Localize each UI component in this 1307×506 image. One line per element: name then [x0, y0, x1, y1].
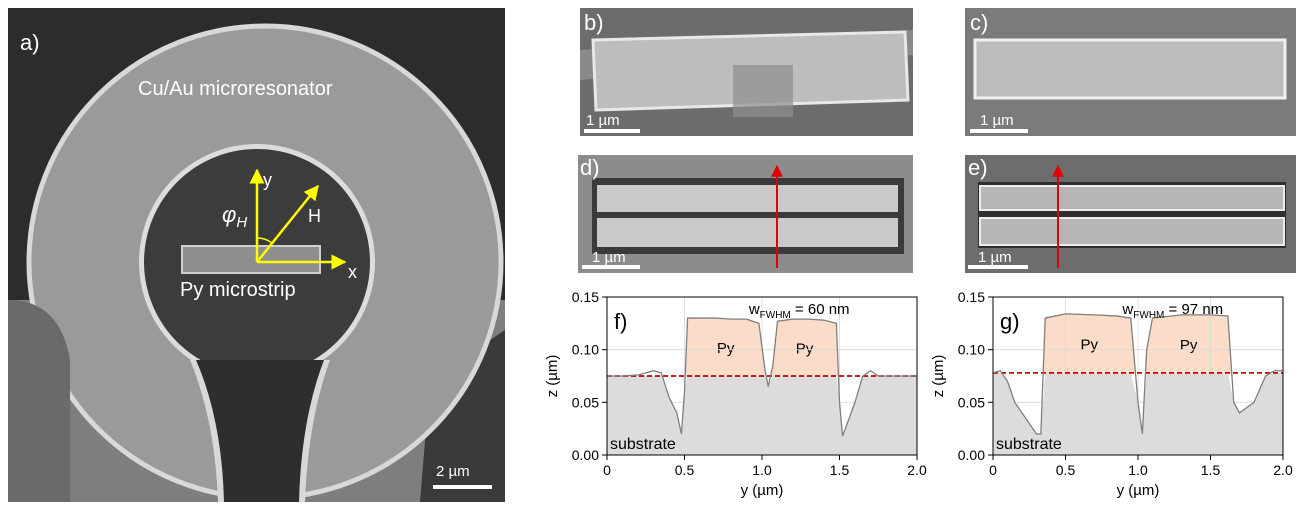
panel-e: e) 1 µm: [965, 155, 1296, 273]
y-tick-label: 0.15: [958, 289, 985, 305]
resonator-label: Cu/Au microresonator: [138, 78, 333, 100]
region-label: Py: [717, 340, 735, 357]
angle-subscript: H: [236, 214, 247, 231]
annotation-sub: FWHM: [1133, 310, 1164, 321]
chart: Py Py 0.00 0.05 0.10 0.15 0 0.5 1.0 1.5 2.0 y (µm) z…: [930, 289, 1293, 499]
y-tick-label: 0.10: [572, 342, 599, 358]
region-label: Py: [1180, 337, 1198, 354]
y-tick-label: 0.05: [572, 394, 599, 410]
sem-patch: [733, 65, 793, 117]
x-tick-label: 2.0: [907, 462, 927, 478]
panel-a: a) Cu/Au microresonator Py microstrip y …: [8, 8, 505, 502]
x-tick-label: 0: [603, 462, 611, 478]
annotation-w: w: [748, 301, 760, 318]
scale-label: 1 µm: [978, 249, 1012, 266]
panel-label: c): [970, 10, 988, 35]
y-tick-label: 0.00: [958, 447, 985, 463]
py-microstrip: [182, 246, 320, 273]
panel-label: a): [20, 30, 40, 55]
panel-label: d): [580, 155, 600, 180]
axis-y-label: y: [263, 170, 272, 190]
y-axis-label: z (µm): [544, 355, 561, 398]
x-tick-label: 0: [989, 462, 997, 478]
scale-label: 1 µm: [586, 112, 620, 129]
y-tick-label: 0.00: [572, 447, 599, 463]
sem-strip: [597, 218, 898, 247]
substrate-label: substrate: [610, 436, 676, 453]
page: a) Cu/Au microresonator Py microstrip y …: [0, 0, 1307, 506]
y-tick-label: 0.15: [572, 289, 599, 305]
x-tick-label: 1.5: [830, 462, 850, 478]
annotation-rest: = 60 nm: [791, 301, 850, 318]
y-tick-label: 0.05: [958, 394, 985, 410]
annotation-w: w: [1121, 301, 1133, 318]
region-label: Py: [1081, 336, 1099, 353]
substrate-label: substrate: [996, 436, 1062, 453]
strip-label: Py microstrip: [180, 279, 296, 301]
field-label: H: [308, 206, 321, 226]
y-axis-label: z (µm): [930, 355, 947, 398]
x-tick-label: 2.0: [1273, 462, 1293, 478]
sem-strip: [980, 186, 1284, 210]
panel-label: g): [1000, 309, 1020, 334]
angle-symbol: φ: [222, 202, 236, 227]
chart: Py Py 0.00 0.05 0.10 0.15 0 0.5 1.0 1.5 2.0 y (µm) z…: [544, 289, 927, 499]
scale-label: 2 µm: [436, 463, 470, 480]
x-tick-label: 0.5: [675, 462, 695, 478]
scale-label: 1 µm: [592, 249, 626, 266]
panel-c: c) 1 µm: [965, 8, 1296, 136]
x-tick-label: 1.0: [752, 462, 772, 478]
figure: a) Cu/Au microresonator Py microstrip y …: [0, 0, 1307, 506]
panel-b: b) 1 µm: [580, 8, 913, 136]
region-label: Py: [796, 341, 814, 358]
sem-strip: [975, 40, 1285, 98]
sem-strip: [597, 185, 898, 212]
panel-d: d) 1 µm: [578, 155, 913, 273]
axis-x-label: x: [348, 262, 357, 282]
y-tick-label: 0.10: [958, 342, 985, 358]
annotation-sub: FWHM: [760, 310, 791, 321]
annotation-rest: = 97 nm: [1164, 301, 1223, 318]
panel-label: b): [584, 10, 604, 35]
x-axis-label: y (µm): [741, 482, 784, 499]
panel-label: f): [614, 309, 627, 334]
x-axis-label: y (µm): [1117, 482, 1160, 499]
sem-strip: [980, 218, 1284, 245]
x-tick-label: 1.0: [1128, 462, 1148, 478]
x-tick-label: 1.5: [1201, 462, 1221, 478]
x-tick-label: 0.5: [1056, 462, 1076, 478]
panel-label: e): [968, 155, 988, 180]
scale-label: 1 µm: [980, 112, 1014, 129]
